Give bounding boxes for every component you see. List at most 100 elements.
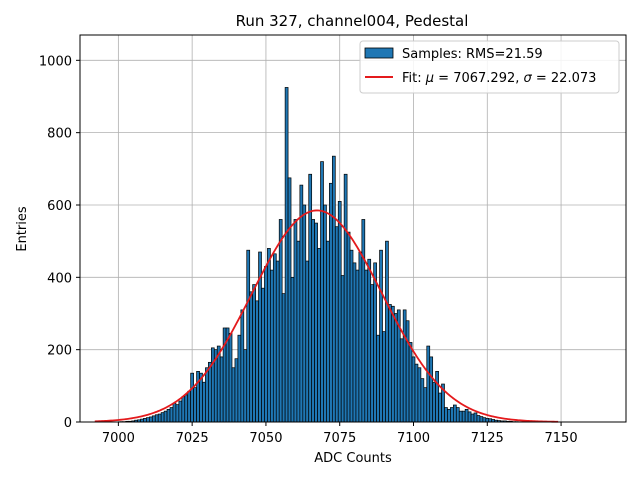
histogram-bar bbox=[246, 249, 251, 423]
histogram-bar bbox=[379, 249, 383, 423]
histogram-bar bbox=[376, 334, 380, 423]
histogram-bar bbox=[340, 275, 345, 423]
histogram-bar bbox=[296, 240, 301, 423]
histogram-bar bbox=[228, 333, 233, 423]
histogram-bar bbox=[231, 367, 236, 423]
histogram-bar bbox=[281, 293, 286, 423]
histogram-bar bbox=[364, 269, 369, 423]
histogram-bar bbox=[202, 381, 206, 423]
histogram-bar bbox=[314, 222, 318, 423]
histogram-bar bbox=[408, 342, 413, 423]
histogram-bar bbox=[264, 266, 268, 423]
y-tick-label: 1000 bbox=[39, 54, 72, 69]
legend-box bbox=[359, 40, 620, 94]
histogram-bar bbox=[193, 387, 197, 423]
histogram-bar bbox=[473, 412, 478, 423]
plot-frame bbox=[79, 34, 627, 423]
histogram-bar bbox=[337, 201, 342, 423]
histogram-bar bbox=[452, 404, 457, 423]
histogram-bar bbox=[181, 396, 186, 423]
y-tick-label: 0 bbox=[64, 416, 72, 431]
histogram-bar bbox=[278, 219, 283, 423]
histogram-bar bbox=[169, 407, 174, 423]
histogram-bar bbox=[157, 413, 162, 423]
histogram-bar bbox=[320, 161, 324, 423]
histogram-bar bbox=[485, 418, 490, 423]
histogram-bar bbox=[184, 394, 189, 423]
histogram-bar bbox=[343, 173, 348, 423]
histogram-bar bbox=[326, 240, 330, 423]
histogram-bar bbox=[287, 177, 292, 423]
histogram-bar bbox=[426, 345, 431, 423]
histogram-bar bbox=[411, 356, 416, 423]
x-tick-label: 7000 bbox=[102, 431, 135, 446]
histogram-bar bbox=[358, 251, 363, 423]
histogram-bar bbox=[237, 334, 242, 423]
histogram-bar bbox=[305, 260, 310, 423]
histogram-bar bbox=[293, 219, 298, 423]
histogram-bar bbox=[243, 349, 248, 423]
histogram-bar bbox=[367, 258, 372, 423]
histogram-bar bbox=[458, 410, 463, 423]
x-tick-label: 7125 bbox=[471, 431, 504, 446]
histogram-bar bbox=[405, 320, 410, 423]
histogram-bar bbox=[361, 219, 366, 423]
histogram-bar bbox=[455, 407, 460, 423]
legend-histogram-swatch bbox=[364, 47, 394, 59]
histogram-bar bbox=[146, 417, 150, 423]
histogram-bar bbox=[370, 284, 375, 423]
histogram-bar bbox=[267, 248, 271, 423]
y-tick-label: 800 bbox=[47, 127, 72, 142]
histogram-bar bbox=[385, 240, 389, 423]
histogram-bar bbox=[323, 204, 327, 423]
histogram-bar bbox=[284, 87, 289, 423]
histogram-bar bbox=[373, 262, 377, 423]
histogram-bar bbox=[447, 408, 451, 423]
histogram-bar bbox=[334, 226, 339, 423]
histogram-bar bbox=[272, 253, 277, 423]
histogram-bar bbox=[399, 338, 404, 423]
fit-curve bbox=[94, 209, 559, 423]
histogram-bar bbox=[240, 309, 245, 423]
legend: Samples: RMS=21.59 Fit: μ = 7067.292, σ … bbox=[359, 40, 620, 94]
histogram-bar bbox=[151, 415, 156, 423]
x-tick-label: 7025 bbox=[176, 431, 209, 446]
y-tick-label: 600 bbox=[47, 199, 72, 214]
histogram-bar bbox=[329, 182, 333, 423]
histogram-bar bbox=[252, 284, 256, 423]
histogram-bar bbox=[219, 356, 224, 423]
histogram-bar bbox=[249, 291, 254, 423]
histogram-bar bbox=[149, 416, 153, 423]
histogram-bar bbox=[470, 413, 475, 423]
x-tick-label: 7150 bbox=[545, 431, 578, 446]
x-axis-label: ADC Counts bbox=[314, 451, 392, 466]
histogram-bar bbox=[166, 408, 171, 423]
histogram-bar bbox=[355, 269, 360, 423]
histogram-bar bbox=[423, 387, 428, 423]
histogram-bar bbox=[479, 416, 484, 423]
y-tick-label: 200 bbox=[47, 344, 72, 359]
histogram-bar bbox=[349, 249, 354, 423]
histogram-bar bbox=[438, 392, 442, 423]
chart-title: Run 327, channel004, Pedestal bbox=[236, 12, 469, 30]
histogram-bar bbox=[261, 287, 265, 423]
histogram-bar bbox=[234, 358, 239, 423]
histogram-bar bbox=[299, 184, 304, 423]
histogram-bar bbox=[450, 407, 454, 423]
histogram-bar bbox=[391, 305, 395, 423]
histogram-bar bbox=[190, 372, 194, 423]
histogram-bar bbox=[255, 300, 259, 423]
histogram-bar bbox=[417, 367, 422, 423]
mu-symbol: μ bbox=[425, 71, 434, 86]
histogram-bar bbox=[346, 231, 351, 423]
histogram-bar bbox=[432, 381, 436, 423]
histogram-bar bbox=[208, 361, 212, 423]
histogram-bar bbox=[476, 415, 481, 423]
x-tick-label: 7050 bbox=[249, 431, 282, 446]
histogram-bar bbox=[317, 248, 321, 423]
histogram-bar bbox=[414, 363, 419, 423]
y-axis-label: Entries bbox=[15, 206, 30, 252]
histogram-bar bbox=[444, 407, 448, 423]
legend-histogram-label: Samples: RMS=21.59 bbox=[402, 47, 543, 62]
